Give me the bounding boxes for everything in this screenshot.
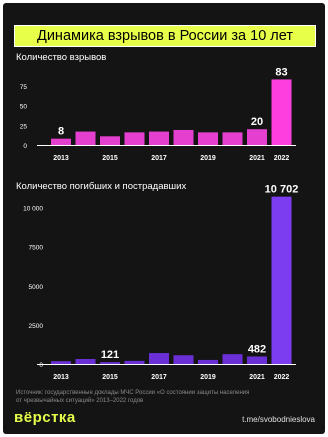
casualties-y-tick-label: 0 [39, 362, 43, 369]
explosions-x-tick-label: 2019 [200, 155, 216, 162]
casualties-bar-2018 [173, 355, 194, 364]
casualties-x-tick-label: 2021 [249, 374, 265, 381]
explosions-data-label: 83 [275, 66, 287, 78]
casualties-chart-title: Количество погибших и пострадавших [16, 181, 187, 192]
brand-logo: вёрстка [14, 409, 76, 426]
explosions-bar-2016 [124, 132, 145, 145]
explosions-bar-2022 [271, 79, 292, 145]
casualties-x-tick-label: 2019 [200, 374, 216, 381]
explosions-x-tick-label: 2013 [53, 155, 69, 162]
casualties-x-tick-label: 2015 [102, 374, 118, 381]
charts-canvas: 0 25 50 75 2013 2015 2017 2019 2021 2022 8 20 83 0 250… [20, 66, 299, 381]
casualties-x-tick-label: 2022 [274, 374, 290, 381]
explosions-x-tick-label: 2021 [249, 155, 265, 162]
page-title: Динамика взрывов в России за 10 лет [37, 28, 293, 44]
casualties-data-label: 121 [101, 349, 119, 361]
explosions-y-tick-label: 0 [23, 143, 27, 150]
casualties-bar-2019 [198, 359, 218, 364]
explosions-bar-2018 [173, 129, 194, 145]
explosions-y-tick-label: 50 [20, 104, 28, 111]
casualties-bar-2015 [100, 362, 120, 364]
casualties-x-tick-label: 2017 [151, 374, 167, 381]
casualties-bar-2021 [247, 356, 267, 364]
casualties-bar-2020 [222, 354, 243, 364]
explosions-bar-2014 [75, 131, 96, 145]
explosions-x-tick-label: 2022 [274, 155, 290, 162]
explosions-bar-2017 [149, 131, 169, 145]
casualties-data-label: 10 702 [265, 184, 299, 196]
explosions-data-label: 20 [251, 116, 263, 128]
explosions-bar-2013 [51, 138, 71, 145]
explosions-bar-2019 [198, 132, 218, 145]
explosions-x-tick-label: 2015 [102, 155, 118, 162]
explosions-y-tick-label: 75 [20, 84, 28, 91]
casualties-x-tick-label: 2013 [53, 374, 69, 381]
explosions-y-tick-label: 25 [20, 123, 28, 130]
casualties-y-tick-label: 2500 [29, 323, 44, 330]
casualties-data-label: 482 [248, 343, 266, 355]
explosions-bar-2015 [100, 136, 120, 145]
explosions-data-label: 8 [58, 126, 64, 138]
casualties-bar-2013 [51, 361, 71, 364]
casualties-bar-2016 [124, 360, 145, 364]
casualties-bar-2022 [271, 196, 292, 364]
casualties-y-tick-label: 5000 [29, 284, 44, 291]
casualties-bar-2014 [75, 358, 96, 364]
explosions-chart-title: Количество взрывов [16, 52, 107, 63]
source-note-line1: Источник: государственные доклады МЧС Ро… [16, 390, 250, 396]
casualties-y-tick-label: 7500 [29, 245, 44, 252]
telegram-link[interactable]: t.me/svobodnieslova [242, 415, 315, 424]
casualties-y-tick-label: 10 000 [23, 206, 43, 213]
source-note-line2: от чрезвычайных ситуаций» 2013–2022 годо… [16, 398, 144, 404]
casualties-bar-2017 [149, 353, 169, 364]
explosions-bar-2020 [222, 132, 243, 145]
explosions-x-tick-label: 2017 [151, 155, 167, 162]
infographic-card: Динамика взрывов в России за 10 лет Коли… [3, 3, 325, 434]
title-banner: Динамика взрывов в России за 10 лет [14, 25, 316, 47]
explosions-bar-2021 [247, 129, 267, 145]
